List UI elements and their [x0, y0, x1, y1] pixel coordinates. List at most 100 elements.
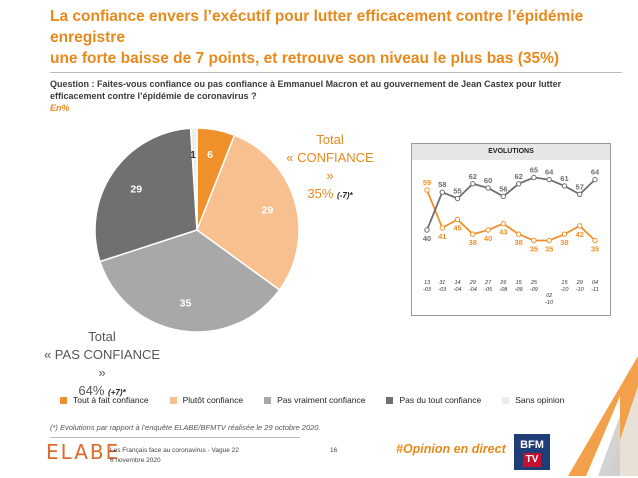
evo-value-0-5: 43 [499, 228, 507, 237]
evo-point-0-9 [561, 231, 568, 237]
evo-value-0-3: 38 [469, 238, 477, 247]
evo-point-1-8 [546, 176, 552, 183]
evo-value-1-2: 55 [453, 187, 461, 196]
question-line-1: Question : Faites-vous confiance ou pas … [50, 79, 562, 89]
evo-value-0-0: 59 [423, 178, 431, 187]
pie-slice-4 [189, 127, 198, 231]
legend-label-3: Pas du tout confiance [399, 395, 482, 405]
elabe-logo: ELABE [46, 440, 121, 464]
evo-value-1-3: 62 [469, 172, 477, 181]
evo-line-1 [426, 176, 596, 231]
bfmtv-logo: BFM TV [514, 434, 550, 470]
evo-value-1-7: 65 [530, 166, 538, 175]
legend-label-0: Tout à fait confiance [73, 395, 149, 405]
evo-point-0-1 [439, 225, 445, 231]
evo-point-1-1 [439, 189, 445, 195]
evo-value-1-1: 58 [438, 180, 446, 189]
evo-tick-5: 26 -08 [499, 280, 508, 293]
evo-tick-0: 13 -03 [423, 280, 432, 293]
legend-label-1: Plutôt confiance [182, 395, 244, 405]
footer-study-date: 6 novembre 2020 [110, 457, 161, 464]
decorative-a-shape [568, 356, 638, 476]
evo-point-0-7 [531, 237, 537, 244]
evo-point-0-2 [454, 216, 461, 223]
evo-value-1-6: 62 [514, 172, 522, 181]
legend-item-4: Sans opinion [502, 395, 564, 405]
total-confiance-pct: 35% [307, 186, 334, 201]
evo-point-0-11 [592, 237, 598, 244]
total-confiance-label: Total « CONFIANCE » 35% (-7)* [282, 131, 378, 205]
evo-value-0-2: 45 [453, 224, 461, 233]
evo-value-1-8: 64 [545, 168, 554, 177]
evo-value-1-9: 61 [560, 174, 568, 183]
evo-tick-10: 29 -10 [576, 280, 585, 293]
evo-value-1-5: 56 [499, 184, 507, 193]
evo-value-1-4: 60 [484, 176, 492, 185]
pie-label-1: 29 [262, 205, 274, 217]
total-pas-confiance-line1: Total [88, 329, 116, 344]
evo-value-0-1: 41 [438, 232, 446, 241]
evo-point-1-11 [592, 176, 598, 183]
pie-label-3: 29 [130, 184, 142, 196]
total-confiance-line2: « CONFIANCE » [286, 150, 374, 183]
evo-line-0 [426, 189, 596, 242]
evolutions-panel: EVOLUTIONS 59 41 45 38 40 43 38 35 35 38 42 35 40 58 5… [411, 143, 611, 316]
evo-value-1-10: 57 [576, 182, 584, 191]
footer-divider [50, 437, 300, 438]
total-confiance-delta: (-7)* [337, 191, 353, 200]
evo-point-0-5 [500, 221, 507, 227]
evo-value-0-10: 42 [576, 230, 584, 239]
evo-point-1-3 [470, 181, 476, 187]
evo-tick-1: 31 -03 [438, 280, 447, 293]
evo-point-1-0 [424, 227, 430, 233]
footer-study-name: Les Français face au coronavirus - Vague… [110, 447, 239, 454]
evo-point-0-4 [485, 227, 491, 233]
pie-label-0: 6 [207, 149, 213, 161]
legend-swatch-1 [169, 396, 177, 404]
evo-point-0-10 [577, 223, 583, 229]
legend-label-2: Pas vraiment confiance [277, 395, 366, 405]
unit-label: En% [50, 103, 70, 113]
evolutions-line-chart: 59 41 45 38 40 43 38 35 35 38 42 35 40 58 55 62 60 56 62 65… [423, 166, 600, 307]
total-pas-confiance-delta: (+7)* [108, 388, 126, 397]
legend-label-4: Sans opinion [515, 395, 565, 405]
evo-tick-3: 29 -04 [469, 280, 477, 293]
pie-label-4: 1 [190, 149, 196, 161]
pie-slice-1 [196, 134, 300, 292]
evo-tick-11: 04 -11 [591, 280, 599, 293]
evo-value-0-6: 38 [514, 238, 522, 247]
total-confiance-line1: Total [316, 132, 344, 147]
question-line-2: efficacement contre l’épidémie de corona… [50, 90, 257, 101]
legend-swatch-0 [60, 396, 67, 404]
question-text: Question : Faites-vous confiance ou pas … [50, 79, 620, 102]
evo-point-0-8 [546, 237, 552, 244]
evo-tick-9: 15 -10 [560, 280, 569, 293]
evo-point-1-5 [500, 193, 507, 200]
evo-value-0-4: 40 [484, 234, 492, 243]
total-pas-confiance-label: Total « PAS CONFIANCE » 64% (+7)* [40, 328, 164, 402]
evo-value-0-8: 35 [545, 245, 553, 254]
page-title: La confiance envers l’exécutif pour lutt… [50, 6, 620, 69]
legend-item-3: Pas du tout confiance [386, 395, 481, 405]
footer-study: Les Français face au coronavirus - Vague… [110, 446, 239, 466]
legend-item-2: Pas vraiment confiance [264, 395, 365, 405]
evo-tick-4: 27 -05 [484, 280, 493, 293]
evo-value-1-11: 64 [591, 168, 600, 177]
pie-slice-2 [99, 229, 281, 333]
evo-point-1-9 [561, 183, 568, 189]
legend-swatch-2 [264, 396, 272, 404]
total-pas-confiance-pct: 64% [78, 383, 105, 398]
evo-point-0-3 [470, 231, 476, 237]
total-pas-confiance-line2: « PAS CONFIANCE » [43, 347, 161, 380]
hashtag: #Opinion en direct [396, 442, 506, 456]
evo-point-1-2 [454, 195, 461, 202]
title-line-1: La confiance envers l’exécutif pour lutt… [50, 8, 584, 46]
evo-tick-6: 15 -09 [515, 280, 523, 293]
footnote: (*) Evolutions par rapport à l’enquête E… [50, 423, 321, 432]
pie-label-2: 35 [180, 298, 192, 310]
pie-slice-3 [94, 127, 198, 263]
evo-value-1-0: 40 [423, 234, 431, 243]
evo-value-0-9: 38 [560, 238, 568, 247]
evo-point-0-0 [424, 187, 430, 193]
